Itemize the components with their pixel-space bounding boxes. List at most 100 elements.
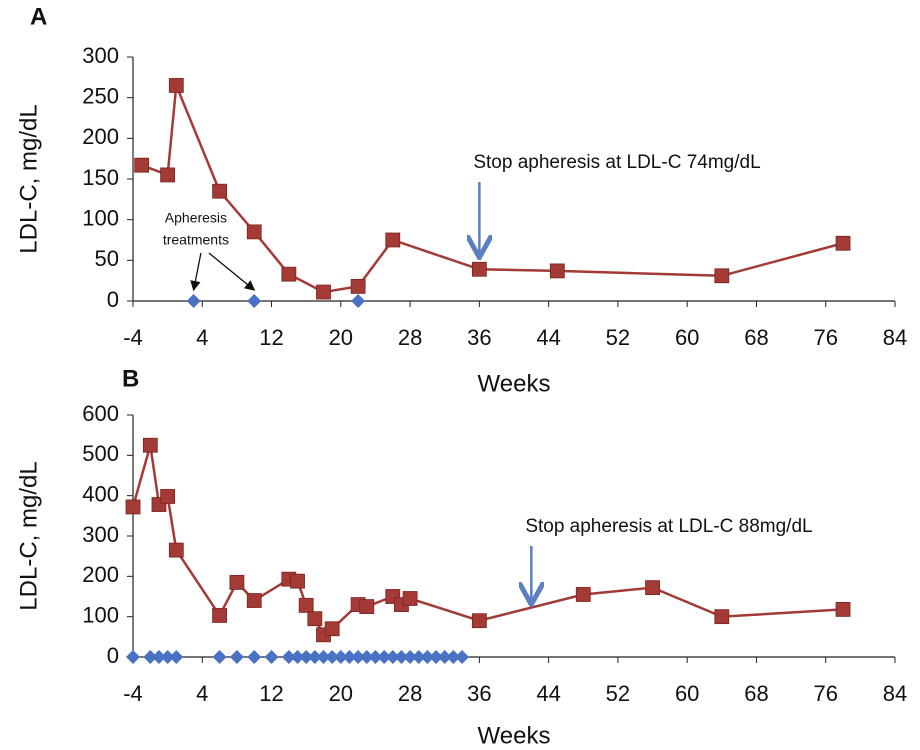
series-line xyxy=(141,84,844,294)
diamond-marker xyxy=(316,650,331,664)
diamond-marker xyxy=(342,650,357,664)
diamond-marker xyxy=(359,650,374,664)
x-tick-label: 52 xyxy=(606,325,630,350)
diamond-marker xyxy=(455,650,470,664)
diamond-marker xyxy=(403,650,418,664)
diamond-marker xyxy=(299,650,314,664)
series-line xyxy=(131,444,844,637)
x-tick-label: 52 xyxy=(606,681,630,706)
square-marker xyxy=(134,157,150,173)
diamond-marker xyxy=(420,650,435,664)
y-tick-label: 0 xyxy=(107,643,119,668)
square-marker xyxy=(125,499,141,515)
diamond-marker xyxy=(377,650,392,664)
x-tick-label: 36 xyxy=(467,681,491,706)
diamond-marker xyxy=(429,650,444,664)
diamond-marker xyxy=(368,650,383,664)
annotation-text: Apheresis xyxy=(165,210,227,226)
x-tick-label: -4 xyxy=(123,325,143,350)
diamond-marker xyxy=(212,650,227,664)
diamond-marker xyxy=(229,650,244,664)
diamond-marker xyxy=(446,650,461,664)
diamond-marker xyxy=(186,294,201,308)
x-tick-label: 84 xyxy=(883,681,907,706)
square-marker xyxy=(246,593,262,608)
x-tick-label: 4 xyxy=(196,681,208,706)
annotation-text: treatments xyxy=(163,232,229,248)
diamond-marker xyxy=(351,294,366,308)
square-marker xyxy=(471,613,487,629)
diamond-marker xyxy=(290,650,305,664)
y-tick-label: 150 xyxy=(82,165,119,190)
x-tick-label: 76 xyxy=(813,681,837,706)
x-axis-label: Weeks xyxy=(478,370,551,397)
square-marker xyxy=(714,609,730,625)
diamond-marker xyxy=(325,650,340,664)
square-marker xyxy=(385,232,401,248)
y-tick-label: 200 xyxy=(82,562,119,587)
square-marker xyxy=(645,580,660,596)
square-marker xyxy=(168,78,184,93)
panel-title: B xyxy=(122,365,139,392)
x-tick-label: 12 xyxy=(259,325,283,350)
diamond-marker xyxy=(143,650,158,664)
diamond-marker xyxy=(247,294,262,308)
square-marker xyxy=(359,599,375,614)
square-marker xyxy=(212,183,227,199)
y-tick-label: 400 xyxy=(82,481,119,506)
annotation-text: Stop apheresis at LDL-C 74mg/dL xyxy=(473,152,760,173)
y-tick-label: 250 xyxy=(82,83,119,108)
square-marker xyxy=(350,278,366,294)
square-marker xyxy=(290,573,305,589)
x-tick-label: 44 xyxy=(536,325,560,350)
panel-title: A xyxy=(30,3,47,30)
y-tick-label: 100 xyxy=(82,602,119,627)
square-marker xyxy=(471,261,487,277)
y-tick-label: 50 xyxy=(95,246,119,271)
y-tick-label: 200 xyxy=(82,124,119,149)
square-marker xyxy=(229,574,245,590)
diamond-marker xyxy=(126,650,140,664)
x-tick-label: -4 xyxy=(123,681,143,706)
diamond-marker xyxy=(385,650,400,664)
square-marker xyxy=(307,611,323,627)
square-marker xyxy=(575,587,591,602)
y-tick-label: 100 xyxy=(82,205,119,230)
x-tick-label: 4 xyxy=(196,325,208,350)
square-marker xyxy=(212,608,227,623)
diamond-marker xyxy=(351,650,366,664)
x-tick-label: 68 xyxy=(744,681,768,706)
diamond-marker xyxy=(264,650,279,664)
y-axis-label: LDL-C, mg/dL xyxy=(15,104,42,253)
diamond-marker xyxy=(437,650,452,664)
x-tick-label: 76 xyxy=(813,325,837,350)
diamond-marker xyxy=(247,650,262,664)
x-tick-label: 28 xyxy=(398,681,422,706)
diamond-marker xyxy=(160,650,175,664)
y-tick-label: 500 xyxy=(82,441,119,466)
x-tick-label: 60 xyxy=(675,681,699,706)
y-tick-label: 300 xyxy=(82,43,119,68)
square-marker xyxy=(298,597,314,613)
annotation-text: Stop apheresis at LDL-C 88mg/dL xyxy=(525,516,812,537)
x-tick-label: 68 xyxy=(744,325,768,350)
diamond-marker xyxy=(151,650,166,664)
annotation-arrow xyxy=(208,252,256,291)
diamond-marker xyxy=(411,650,426,664)
square-marker xyxy=(835,602,851,617)
annotation-arrow xyxy=(190,252,202,292)
y-tick-label: 0 xyxy=(107,287,119,312)
x-tick-label: 20 xyxy=(329,681,353,706)
square-marker xyxy=(142,437,158,453)
square-marker xyxy=(160,167,176,183)
x-tick-label: 60 xyxy=(675,325,699,350)
square-marker xyxy=(549,263,565,279)
x-axis-label: Weeks xyxy=(478,722,551,749)
square-marker xyxy=(316,284,331,300)
diamond-marker xyxy=(394,650,409,664)
diamond-marker xyxy=(333,650,348,664)
x-tick-label: 20 xyxy=(329,325,353,350)
x-tick-label: 36 xyxy=(467,325,491,350)
square-marker xyxy=(160,489,176,504)
